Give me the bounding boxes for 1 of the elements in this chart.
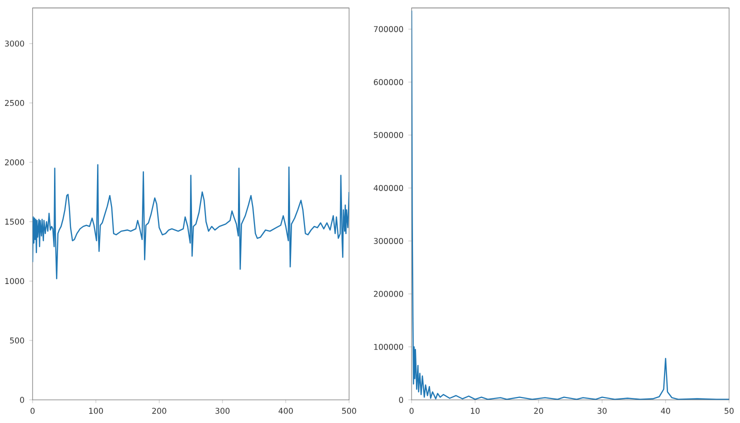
line-series [32,164,350,280]
